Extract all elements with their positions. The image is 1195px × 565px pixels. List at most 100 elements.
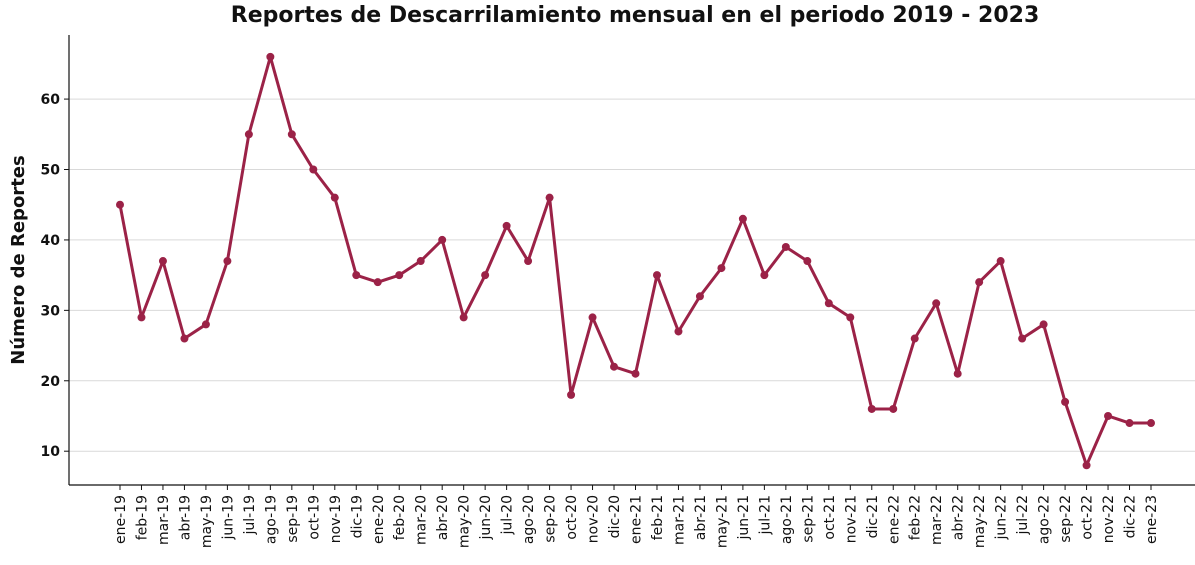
x-tick-label: dic-19: [349, 495, 365, 538]
x-tick-label: may-21: [714, 495, 730, 548]
x-tick-label: ago-22: [1037, 495, 1053, 544]
point: [803, 257, 812, 266]
x-tick-label: ene-22: [886, 495, 902, 544]
point: [373, 278, 382, 287]
point: [244, 130, 253, 139]
x-tick-label: dic-21: [865, 495, 881, 538]
point: [116, 200, 124, 209]
point: [953, 369, 962, 378]
point: [524, 257, 533, 266]
x-tick-label: abr-20: [435, 495, 451, 540]
x-tick-label: may-19: [199, 495, 215, 548]
x-tick-label: mar-21: [671, 495, 687, 545]
point: [1082, 461, 1091, 470]
x-tick-label: dic-20: [607, 495, 623, 538]
point: [738, 214, 747, 223]
point: [1104, 411, 1113, 420]
point: [158, 257, 167, 266]
point: [824, 299, 833, 308]
point: [416, 257, 425, 266]
y-tick-label: 60: [41, 92, 61, 108]
x-tick-label: ene-21: [629, 495, 645, 544]
x-tick-label: ago-20: [521, 495, 537, 544]
point: [652, 271, 661, 280]
x-tick-label: may-22: [972, 495, 988, 548]
point: [717, 264, 726, 273]
x-tick-label: ene-19: [113, 495, 129, 544]
point: [502, 221, 511, 230]
x-tick-label: sep-19: [285, 495, 301, 543]
point: [932, 299, 941, 308]
point: [975, 278, 984, 287]
point: [781, 242, 790, 251]
point: [266, 52, 275, 61]
point: [395, 271, 404, 280]
y-tick-label: 40: [41, 233, 61, 249]
x-tick-label: mar-20: [414, 495, 430, 545]
x-tick-label: feb-20: [392, 495, 408, 540]
x-tick-label: ene-20: [371, 495, 387, 544]
point: [1147, 419, 1155, 428]
point: [201, 320, 210, 329]
x-tick-label: jul-21: [757, 495, 773, 536]
point: [1125, 419, 1134, 428]
point: [481, 271, 490, 280]
x-tick-label: jun-19: [220, 495, 236, 541]
point: [695, 292, 704, 301]
point: [760, 271, 769, 280]
x-tick-label: feb-19: [134, 495, 150, 540]
x-tick-label: ago-21: [779, 495, 795, 544]
point: [545, 193, 554, 202]
point: [352, 271, 361, 280]
point: [438, 235, 447, 244]
point: [867, 404, 876, 413]
point: [180, 334, 189, 343]
y-tick-label: 30: [41, 303, 61, 319]
point: [223, 257, 232, 266]
point: [1061, 397, 1070, 406]
x-tick-label: mar-22: [929, 495, 945, 545]
y-tick-label: 20: [41, 374, 61, 390]
point: [459, 313, 468, 322]
x-tick-label: sep-20: [543, 495, 559, 543]
point: [910, 334, 919, 343]
x-tick-label: jun-22: [994, 495, 1010, 541]
x-tick-label: abr-19: [177, 495, 193, 540]
x-tick-label: dic-22: [1123, 495, 1139, 538]
x-tick-label: nov-20: [586, 495, 602, 543]
x-tick-label: oct-21: [822, 495, 838, 540]
x-tick-label: nov-21: [843, 495, 859, 543]
point: [996, 257, 1005, 266]
x-tick-label: abr-22: [951, 495, 967, 540]
x-tick-label: jun-21: [736, 495, 752, 541]
x-tick-label: may-20: [457, 495, 473, 548]
x-tick-label: nov-19: [328, 495, 344, 543]
point: [610, 362, 619, 371]
x-tick-label: ago-19: [263, 495, 279, 544]
x-tick-label: sep-21: [800, 495, 816, 543]
point: [846, 313, 855, 322]
point: [1018, 334, 1027, 343]
x-tick-label: nov-22: [1101, 495, 1117, 543]
point: [330, 193, 339, 202]
x-tick-label: oct-20: [564, 495, 580, 540]
line: [118, 55, 1151, 467]
x-tick-label: mar-19: [156, 495, 172, 545]
x-tick-label: feb-22: [908, 495, 924, 540]
x-tick-label: jul-19: [242, 495, 258, 536]
y-axis-label: Número de Reportes: [8, 155, 29, 364]
y-tick-label: 50: [41, 163, 61, 179]
point: [287, 130, 296, 139]
chart-title: Reportes de Descarrilamiento mensual en …: [231, 3, 1040, 28]
point: [631, 369, 640, 378]
x-tick-label: jun-20: [478, 495, 494, 541]
x-tick-label: oct-22: [1080, 495, 1096, 540]
x-tick-label: feb-21: [650, 495, 666, 540]
x-tick-label: jul-20: [500, 495, 516, 536]
point: [588, 313, 597, 322]
x-tick-label: ene-23: [1144, 495, 1160, 544]
x-tick-label: sep-22: [1058, 495, 1074, 543]
point: [674, 327, 683, 336]
point: [567, 390, 576, 399]
